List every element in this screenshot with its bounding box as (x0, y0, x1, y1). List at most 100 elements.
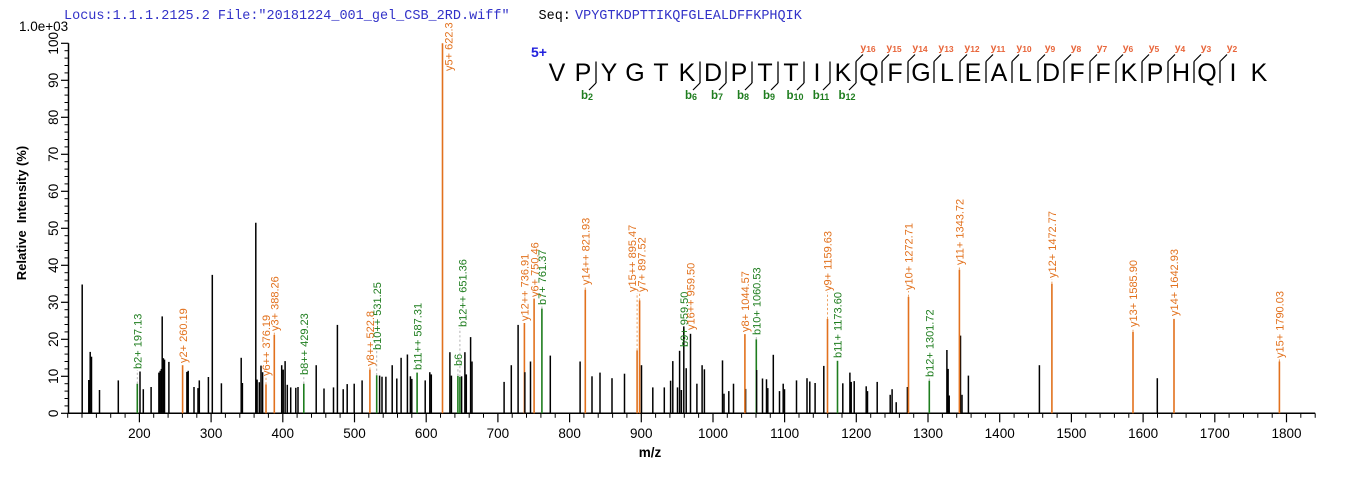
svg-text:y13: y13 (938, 42, 954, 54)
svg-text:y6: y6 (1123, 42, 1134, 54)
svg-text:y16: y16 (860, 42, 876, 54)
svg-text:b12++ 651.36: b12++ 651.36 (458, 259, 470, 327)
svg-text:T: T (757, 59, 772, 87)
svg-text:b7+ 761.37: b7+ 761.37 (537, 250, 549, 305)
svg-text:I: I (814, 59, 821, 87)
svg-text:y8++ 522.8: y8++ 522.8 (365, 311, 377, 366)
svg-text:Seq:: Seq: (539, 9, 571, 24)
svg-text:G: G (625, 59, 644, 87)
svg-text:y11+ 1343.72: y11+ 1343.72 (955, 199, 967, 265)
svg-text:P: P (731, 59, 748, 87)
svg-text:V: V (549, 59, 566, 87)
svg-text:y12+ 1472.77: y12+ 1472.77 (1047, 211, 1059, 278)
svg-text:b11: b11 (813, 90, 830, 102)
svg-text:70: 70 (46, 147, 61, 162)
svg-text:y6++ 376.19: y6++ 376.19 (261, 315, 273, 376)
svg-text:900: 900 (630, 426, 653, 441)
svg-text:E: E (965, 59, 982, 87)
svg-text:b10+ 1060.53: b10+ 1060.53 (752, 267, 764, 335)
svg-text:b2+ 197.13: b2+ 197.13 (133, 314, 145, 369)
svg-text:y8: y8 (1071, 42, 1082, 54)
svg-text:b12: b12 (838, 90, 855, 102)
svg-text:y8+ 1044.57: y8+ 1044.57 (740, 271, 752, 332)
svg-text:y15+ 1790.03: y15+ 1790.03 (1275, 291, 1287, 358)
svg-text:F: F (887, 59, 902, 87)
svg-text:b8++ 429.23: b8++ 429.23 (299, 313, 311, 375)
svg-text:y10+ 1272.71: y10+ 1272.71 (904, 223, 916, 290)
svg-text:D: D (1042, 59, 1060, 87)
svg-text:b11++ 587.31: b11++ 587.31 (412, 303, 424, 370)
svg-text:1800: 1800 (1271, 426, 1301, 441)
svg-text:60: 60 (46, 184, 61, 199)
svg-text:y15++ 895.47: y15++ 895.47 (627, 225, 639, 292)
svg-text:y14: y14 (912, 42, 928, 54)
svg-text:VPYGTKDPTTIKQFGLEALDFFKPHQIK: VPYGTKDPTTIKQFGLEALDFFKPHQIK (575, 9, 803, 24)
svg-text:b11+ 1173.60: b11+ 1173.60 (833, 292, 845, 358)
svg-text:100: 100 (46, 32, 61, 55)
svg-text:P: P (1147, 59, 1164, 87)
svg-text:y12: y12 (964, 42, 980, 54)
svg-text:y15: y15 (886, 42, 902, 54)
svg-text:b10++ 531.25: b10++ 531.25 (372, 282, 384, 350)
svg-text:y5+ 622.3: y5+ 622.3 (444, 22, 456, 71)
svg-text:1600: 1600 (1128, 426, 1158, 441)
svg-text:b7: b7 (711, 90, 723, 102)
svg-text:80: 80 (46, 110, 61, 125)
svg-text:y10: y10 (1016, 42, 1032, 54)
svg-text:P: P (575, 59, 592, 87)
svg-text:700: 700 (487, 426, 510, 441)
svg-text:b9+ 959.50: b9+ 959.50 (679, 292, 691, 347)
svg-text:y9+ 1159.63: y9+ 1159.63 (823, 231, 835, 291)
svg-text:Q: Q (1197, 59, 1216, 87)
svg-text:H: H (1172, 59, 1190, 87)
svg-text:L: L (940, 59, 954, 87)
svg-text:500: 500 (343, 426, 366, 441)
svg-text:1100: 1100 (770, 426, 799, 441)
svg-text:y2: y2 (1227, 42, 1238, 54)
svg-text:y9: y9 (1045, 42, 1056, 54)
svg-text:L: L (1018, 59, 1032, 87)
svg-text:y12++ 736.91: y12++ 736.91 (520, 254, 532, 321)
svg-text:b9: b9 (763, 90, 775, 102)
svg-text:m/z: m/z (639, 445, 662, 460)
svg-text:b12+ 1301.72: b12+ 1301.72 (925, 309, 937, 377)
svg-text:90: 90 (46, 73, 61, 88)
svg-text:y14++ 821.93: y14++ 821.93 (581, 218, 593, 285)
svg-text:T: T (783, 59, 798, 87)
svg-text:T: T (653, 59, 668, 87)
svg-text:1300: 1300 (913, 426, 943, 441)
svg-text:1700: 1700 (1200, 426, 1230, 441)
svg-text:K: K (1251, 59, 1268, 87)
svg-text:300: 300 (200, 426, 223, 441)
svg-text:y14+ 1642.93: y14+ 1642.93 (1169, 249, 1181, 316)
svg-text:600: 600 (415, 426, 438, 441)
svg-text:K: K (835, 59, 852, 87)
svg-text:y7: y7 (1097, 42, 1108, 54)
svg-text:K: K (679, 59, 696, 87)
svg-text:D: D (704, 59, 722, 87)
svg-text:800: 800 (558, 426, 581, 441)
svg-text:y11: y11 (991, 42, 1006, 54)
svg-text:b10: b10 (786, 90, 803, 102)
svg-text:50: 50 (46, 221, 61, 236)
svg-text:1000: 1000 (698, 426, 728, 441)
svg-text:y3: y3 (1201, 42, 1212, 54)
svg-text:y13+ 1585.90: y13+ 1585.90 (1128, 260, 1140, 327)
svg-text:200: 200 (128, 426, 151, 441)
svg-text:1.0e+03: 1.0e+03 (19, 19, 68, 34)
svg-text:5+: 5+ (531, 44, 547, 60)
svg-text:40: 40 (46, 258, 61, 273)
svg-text:20: 20 (46, 332, 61, 347)
svg-text:I: I (1230, 59, 1237, 87)
svg-text:K: K (1121, 59, 1138, 87)
svg-text:Y: Y (601, 59, 618, 87)
svg-text:y6+ 750.46: y6+ 750.46 (529, 242, 541, 297)
svg-text:Relative Intensity (%): Relative Intensity (%) (14, 146, 29, 280)
svg-text:b6: b6 (685, 90, 697, 102)
svg-text:0: 0 (46, 410, 61, 418)
svg-text:Q: Q (859, 59, 878, 87)
svg-text:b6: b6 (453, 354, 465, 366)
svg-text:G: G (911, 59, 930, 87)
svg-text:10: 10 (46, 369, 61, 384)
svg-text:1400: 1400 (985, 426, 1015, 441)
